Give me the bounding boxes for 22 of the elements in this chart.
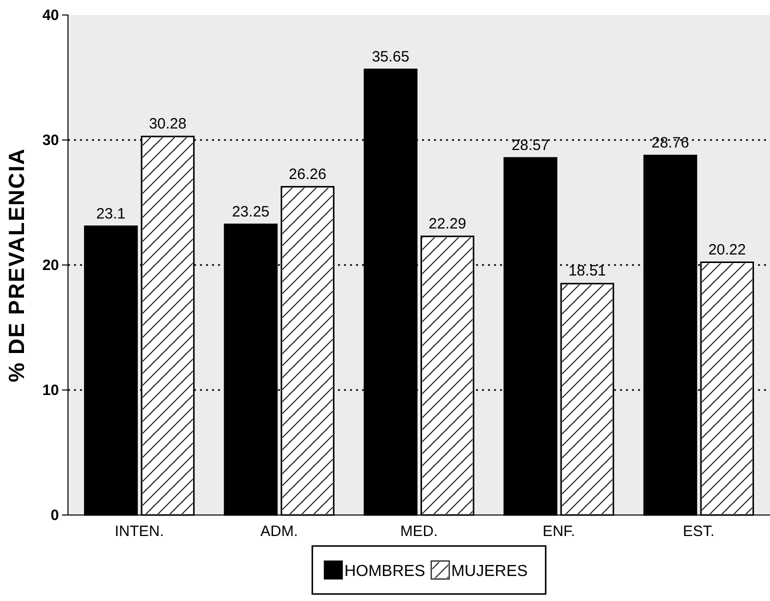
data-label: 35.65 bbox=[372, 48, 410, 66]
data-label: 28.76 bbox=[652, 134, 690, 152]
data-label: 20.22 bbox=[708, 241, 746, 258]
x-tick-label: EST. bbox=[682, 523, 715, 540]
data-label: 23.25 bbox=[232, 203, 270, 220]
legend-label: MUJERES bbox=[451, 563, 528, 580]
data-label: 23.1 bbox=[96, 205, 126, 222]
y-tick-label: 0 bbox=[50, 506, 59, 524]
y-tick-label: 10 bbox=[42, 382, 59, 399]
y-axis-title: % DE PREVALENCIA bbox=[4, 148, 29, 382]
x-tick-label: INTEN. bbox=[114, 523, 164, 540]
data-label: 22.29 bbox=[428, 215, 466, 232]
x-tick-label: ADM. bbox=[260, 523, 298, 540]
x-tick-label: ENF. bbox=[542, 523, 576, 540]
legend-label: HOMBRES bbox=[344, 563, 426, 580]
x-tick-label: MED. bbox=[400, 523, 438, 540]
y-tick-label: 20 bbox=[42, 256, 59, 274]
y-tick-label: 30 bbox=[42, 132, 59, 149]
data-label: 18.51 bbox=[568, 262, 606, 280]
y-tick-label: 40 bbox=[42, 6, 59, 24]
data-label: 30.28 bbox=[148, 116, 186, 132]
data-label: 26.26 bbox=[288, 166, 326, 183]
